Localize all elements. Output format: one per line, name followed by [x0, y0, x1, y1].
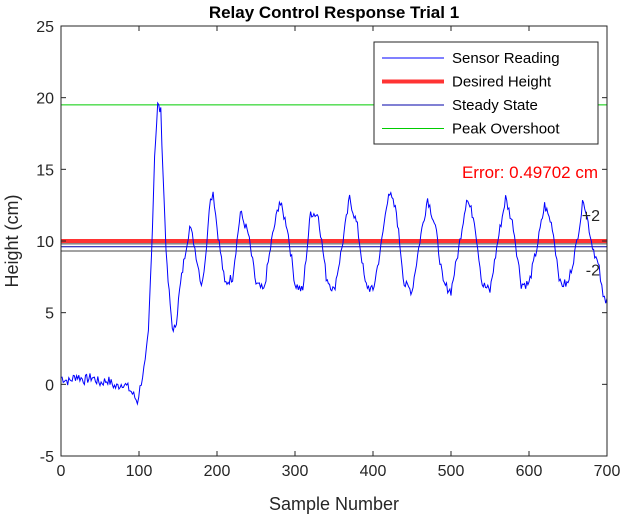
x-tick-label: 600	[516, 463, 543, 480]
legend-entry: Peak Overshoot	[452, 121, 560, 138]
y-tick-label: 25	[36, 19, 54, 36]
sensor-reading-line	[60, 101, 608, 406]
x-tick-label: 700	[594, 463, 621, 480]
series-layer	[60, 101, 608, 406]
y-tick-label: -5	[40, 449, 54, 466]
legend-entry: Sensor Reading	[452, 50, 560, 67]
legend-box	[373, 41, 599, 145]
x-axis-label: Sample Number	[269, 494, 399, 514]
y-tick-label: 10	[36, 234, 54, 251]
x-tick-label: 400	[360, 463, 387, 480]
y-axis-label: Height (cm)	[2, 194, 22, 287]
band-label-plus: +2	[582, 208, 600, 225]
band-label-minus: -2	[586, 262, 600, 279]
legend-entry: Steady State	[452, 97, 538, 114]
y-tick-label: 5	[45, 306, 54, 323]
error-annotation: Error: 0.49702 cm	[462, 163, 598, 182]
legend: Sensor Reading Desired Height Steady State…	[373, 41, 599, 145]
legend-entry: Desired Height	[452, 74, 552, 91]
x-tick-label: 300	[282, 463, 309, 480]
x-tick-label: 100	[126, 463, 153, 480]
x-tick-label: 0	[57, 463, 66, 480]
x-tick-label: 200	[204, 463, 231, 480]
chart-title: Relay Control Response Trial 1	[209, 3, 459, 22]
x-tick-label: 500	[438, 463, 465, 480]
y-tick-label: 20	[36, 91, 54, 108]
y-tick-label: 0	[45, 377, 54, 394]
y-tick-label: 15	[36, 162, 54, 179]
